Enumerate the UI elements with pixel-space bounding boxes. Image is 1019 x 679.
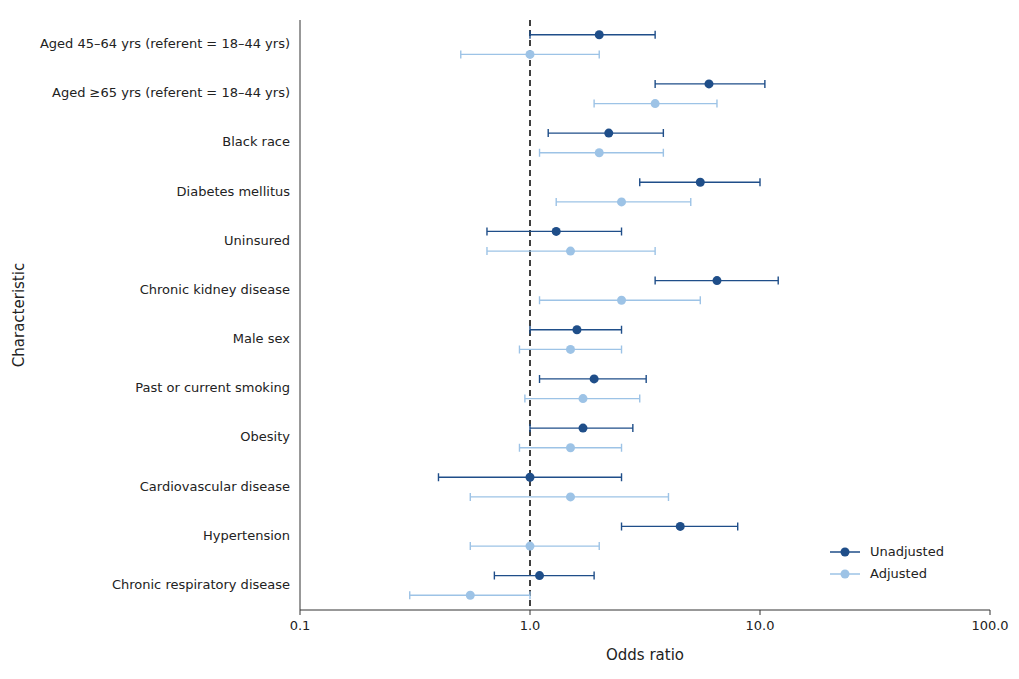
- error-bar: [470, 542, 599, 550]
- point: [595, 148, 604, 157]
- error-bar: [519, 345, 621, 353]
- x-tick-label: 1.0: [520, 618, 541, 633]
- error-bar: [540, 375, 647, 383]
- legend: Unadjusted Adjusted: [830, 544, 944, 581]
- y-tick-label: Uninsured: [224, 233, 290, 248]
- legend-label: Unadjusted: [870, 544, 944, 559]
- x-tick-label: 0.1: [290, 618, 311, 633]
- point: [572, 325, 581, 334]
- y-tick-label: Diabetes mellitus: [177, 184, 291, 199]
- point: [712, 276, 721, 285]
- point: [566, 345, 575, 354]
- point: [696, 178, 705, 187]
- plot-area: [410, 20, 778, 610]
- y-axis-line: [300, 20, 301, 610]
- legend-label: Adjusted: [870, 566, 927, 581]
- y-tick-label: Chronic respiratory disease: [112, 577, 290, 592]
- error-bar: [540, 149, 664, 157]
- point: [595, 30, 604, 39]
- y-tick-label: Black race: [222, 134, 290, 149]
- point: [566, 492, 575, 501]
- point: [526, 473, 535, 482]
- error-bar: [594, 100, 717, 108]
- point: [526, 50, 535, 59]
- x-tick: [530, 610, 531, 615]
- error-bar: [410, 591, 530, 599]
- point: [466, 591, 475, 600]
- point: [617, 197, 626, 206]
- error-bar: [556, 198, 691, 206]
- x-tick-label: 100.0: [971, 618, 1008, 633]
- point: [526, 542, 535, 551]
- x-tick: [990, 610, 991, 615]
- point: [552, 227, 561, 236]
- error-bar: [494, 572, 594, 580]
- x-axis-line: [300, 610, 990, 611]
- error-bar: [530, 31, 655, 39]
- error-bar: [540, 296, 701, 304]
- point: [604, 129, 613, 138]
- error-bar: [622, 522, 738, 530]
- y-tick-label: Past or current smoking: [135, 380, 290, 395]
- y-tick-label: Chronic kidney disease: [140, 282, 290, 297]
- x-tick-label: 10.0: [746, 618, 775, 633]
- point: [590, 374, 599, 383]
- error-bar: [470, 493, 668, 501]
- point: [704, 79, 713, 88]
- error-bar: [530, 424, 633, 432]
- y-tick-label: Cardiovascular disease: [140, 479, 290, 494]
- point: [676, 522, 685, 531]
- point: [535, 571, 544, 580]
- legend-marker: [841, 570, 850, 579]
- x-tick: [300, 610, 301, 615]
- error-bar: [487, 247, 655, 255]
- error-bar: [655, 80, 765, 88]
- legend-marker: [841, 548, 850, 557]
- y-tick-label: Obesity: [240, 429, 290, 444]
- error-bar: [487, 227, 622, 235]
- y-tick-label: Aged ≥65 yrs (referent = 18–44 yrs): [52, 85, 290, 100]
- y-tick-label: Male sex: [233, 331, 290, 346]
- x-tick: [760, 610, 761, 615]
- error-bar: [438, 473, 621, 481]
- point: [651, 99, 660, 108]
- error-bar: [461, 50, 599, 58]
- error-bar: [525, 395, 640, 403]
- error-bar: [548, 129, 663, 137]
- chart: 0.1 1.0 10.0 100.0 Aged 45–64 yrs (referent …: [0, 0, 1019, 679]
- point: [579, 394, 588, 403]
- point: [566, 247, 575, 256]
- error-bar: [640, 178, 760, 186]
- point: [566, 443, 575, 452]
- point: [579, 424, 588, 433]
- error-bar: [655, 277, 778, 285]
- error-bar: [530, 326, 622, 334]
- y-axis-label: Characteristic: [10, 263, 28, 367]
- error-bar: [519, 444, 621, 452]
- point: [617, 296, 626, 305]
- reference-line: [529, 20, 531, 610]
- y-tick-label: Hypertension: [203, 528, 290, 543]
- y-tick-label: Aged 45–64 yrs (referent = 18–44 yrs): [40, 36, 290, 51]
- x-axis-label: Odds ratio: [606, 646, 684, 664]
